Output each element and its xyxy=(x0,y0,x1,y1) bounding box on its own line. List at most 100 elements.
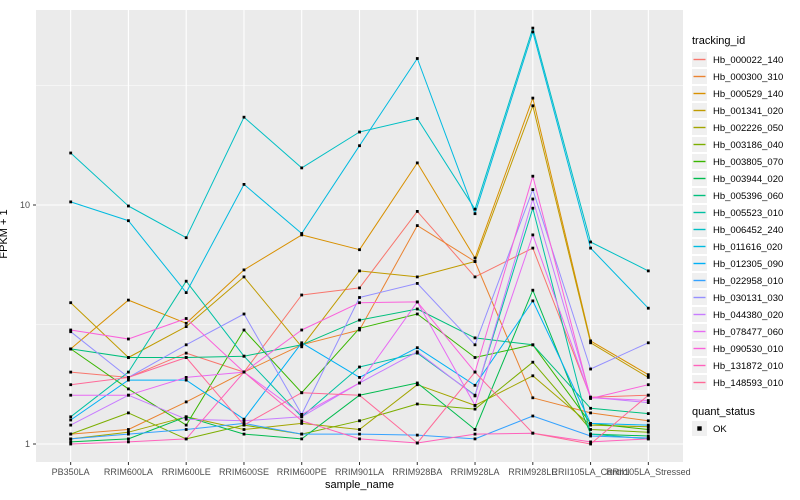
x-tick-label: RRIM600LA xyxy=(104,467,153,477)
data-point xyxy=(589,397,592,400)
data-point xyxy=(127,393,130,397)
data-point xyxy=(127,219,130,223)
data-point xyxy=(646,430,650,434)
data-point xyxy=(646,401,650,404)
data-point xyxy=(531,360,535,364)
x-axis-title: sample_name xyxy=(324,479,395,491)
data-point xyxy=(415,282,419,285)
data-point xyxy=(531,431,535,435)
data-point xyxy=(358,419,361,423)
data-point xyxy=(589,423,592,427)
data-point xyxy=(184,428,188,431)
data-point xyxy=(358,286,361,290)
data-point xyxy=(531,188,535,191)
data-point xyxy=(300,343,304,347)
data-point xyxy=(358,144,361,148)
data-point xyxy=(473,256,477,260)
data-point xyxy=(473,207,477,211)
legend-label: Hb_005396_060 xyxy=(713,191,783,202)
data-point xyxy=(358,432,361,436)
data-point xyxy=(415,161,419,165)
data-point xyxy=(358,428,361,431)
data-point xyxy=(531,374,535,378)
data-point xyxy=(184,291,188,294)
legend-label: Hb_148593_010 xyxy=(713,378,783,389)
data-point xyxy=(69,442,73,446)
legend-label: Hb_000529_140 xyxy=(713,89,783,100)
data-point xyxy=(358,328,361,332)
data-point xyxy=(415,433,419,437)
data-point xyxy=(358,296,361,299)
y-tick-label: 1 xyxy=(25,439,30,449)
x-tick-label: RRIM928LE xyxy=(508,467,557,477)
data-point xyxy=(127,298,130,302)
x-tick-label: RRII105LA_Stressed xyxy=(606,467,691,477)
data-point xyxy=(415,441,419,445)
legend-label: Hb_022958_010 xyxy=(713,276,783,287)
data-point xyxy=(300,422,304,425)
data-point xyxy=(531,414,535,418)
data-point xyxy=(300,415,304,419)
data-point xyxy=(300,391,304,395)
data-point xyxy=(127,432,130,436)
data-point xyxy=(69,330,73,334)
data-point xyxy=(415,402,419,406)
data-point xyxy=(358,269,361,273)
data-point xyxy=(300,166,304,170)
legend-label: Hb_090530_010 xyxy=(713,344,783,355)
data-point xyxy=(127,204,130,208)
legend-label: Hb_131872_010 xyxy=(713,361,783,372)
data-point xyxy=(184,317,188,320)
data-point xyxy=(531,96,535,100)
data-point xyxy=(242,422,246,425)
x-tick-label: RRII105LA_Control xyxy=(552,467,630,477)
data-point xyxy=(589,240,592,244)
legend-label: Hb_006452_240 xyxy=(713,225,783,236)
data-point xyxy=(242,115,246,119)
legend-label: Hb_044380_020 xyxy=(713,310,783,321)
legend-label: Hb_003186_040 xyxy=(713,140,783,151)
data-point xyxy=(473,394,477,398)
data-point xyxy=(589,442,592,446)
data-point xyxy=(646,383,650,387)
data-point xyxy=(184,356,188,359)
data-point xyxy=(531,396,535,400)
data-point xyxy=(415,381,419,385)
legend-label: Hb_005523_010 xyxy=(713,208,783,219)
data-point xyxy=(69,393,73,397)
data-point xyxy=(646,419,650,423)
quant-status-marker xyxy=(697,426,702,431)
data-point xyxy=(184,415,188,419)
data-point xyxy=(184,437,188,441)
data-point xyxy=(589,440,592,444)
data-point xyxy=(184,236,188,240)
data-point xyxy=(646,376,650,379)
legend-label: Hb_000022_140 xyxy=(713,55,783,66)
data-point xyxy=(300,328,304,332)
data-point xyxy=(300,413,304,416)
data-point xyxy=(358,248,361,252)
data-point xyxy=(646,425,650,429)
data-point xyxy=(242,183,246,186)
y-tick-label: 10 xyxy=(20,200,30,210)
legend-label: Hb_002226_050 xyxy=(713,123,783,134)
data-point xyxy=(69,437,73,441)
x-tick-label: RRIM928BA xyxy=(392,467,442,477)
data-point xyxy=(646,434,650,438)
legend-label: Hb_011616_020 xyxy=(713,242,783,253)
data-point xyxy=(531,104,535,108)
data-point xyxy=(358,130,361,134)
data-point xyxy=(589,434,592,438)
data-point xyxy=(589,411,592,415)
data-point xyxy=(358,376,361,379)
data-point xyxy=(127,411,130,415)
data-point xyxy=(69,347,73,351)
data-point xyxy=(69,301,73,305)
data-point xyxy=(69,328,73,332)
data-point xyxy=(589,339,592,343)
data-point xyxy=(69,432,73,436)
data-point xyxy=(473,404,477,407)
data-point xyxy=(473,212,477,216)
data-point xyxy=(415,383,419,387)
